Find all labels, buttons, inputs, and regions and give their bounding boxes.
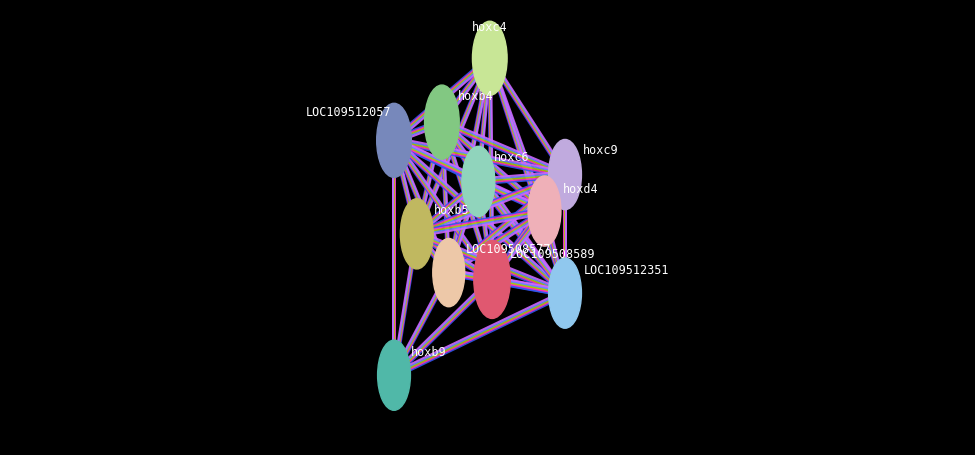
Ellipse shape bbox=[549, 140, 581, 210]
Text: hoxb5: hoxb5 bbox=[434, 203, 470, 216]
Text: LOC109512057: LOC109512057 bbox=[306, 106, 392, 119]
Text: hoxc4: hoxc4 bbox=[472, 21, 508, 34]
Ellipse shape bbox=[474, 241, 510, 319]
Text: hoxb4: hoxb4 bbox=[458, 89, 493, 102]
Ellipse shape bbox=[528, 177, 561, 247]
Text: hoxb9: hoxb9 bbox=[411, 345, 447, 358]
Text: LOC109512351: LOC109512351 bbox=[583, 263, 669, 276]
Text: LOC109508577: LOC109508577 bbox=[466, 243, 552, 256]
Text: hoxc6: hoxc6 bbox=[494, 151, 530, 164]
Text: hoxd4: hoxd4 bbox=[563, 182, 599, 196]
Ellipse shape bbox=[549, 258, 581, 329]
Text: hoxc9: hoxc9 bbox=[583, 144, 619, 157]
Ellipse shape bbox=[377, 340, 410, 410]
Ellipse shape bbox=[473, 22, 507, 96]
Ellipse shape bbox=[433, 239, 465, 307]
Ellipse shape bbox=[462, 147, 494, 217]
Ellipse shape bbox=[424, 86, 459, 160]
Text: LOC109508589: LOC109508589 bbox=[509, 248, 595, 261]
Ellipse shape bbox=[401, 199, 433, 269]
Ellipse shape bbox=[376, 104, 411, 178]
